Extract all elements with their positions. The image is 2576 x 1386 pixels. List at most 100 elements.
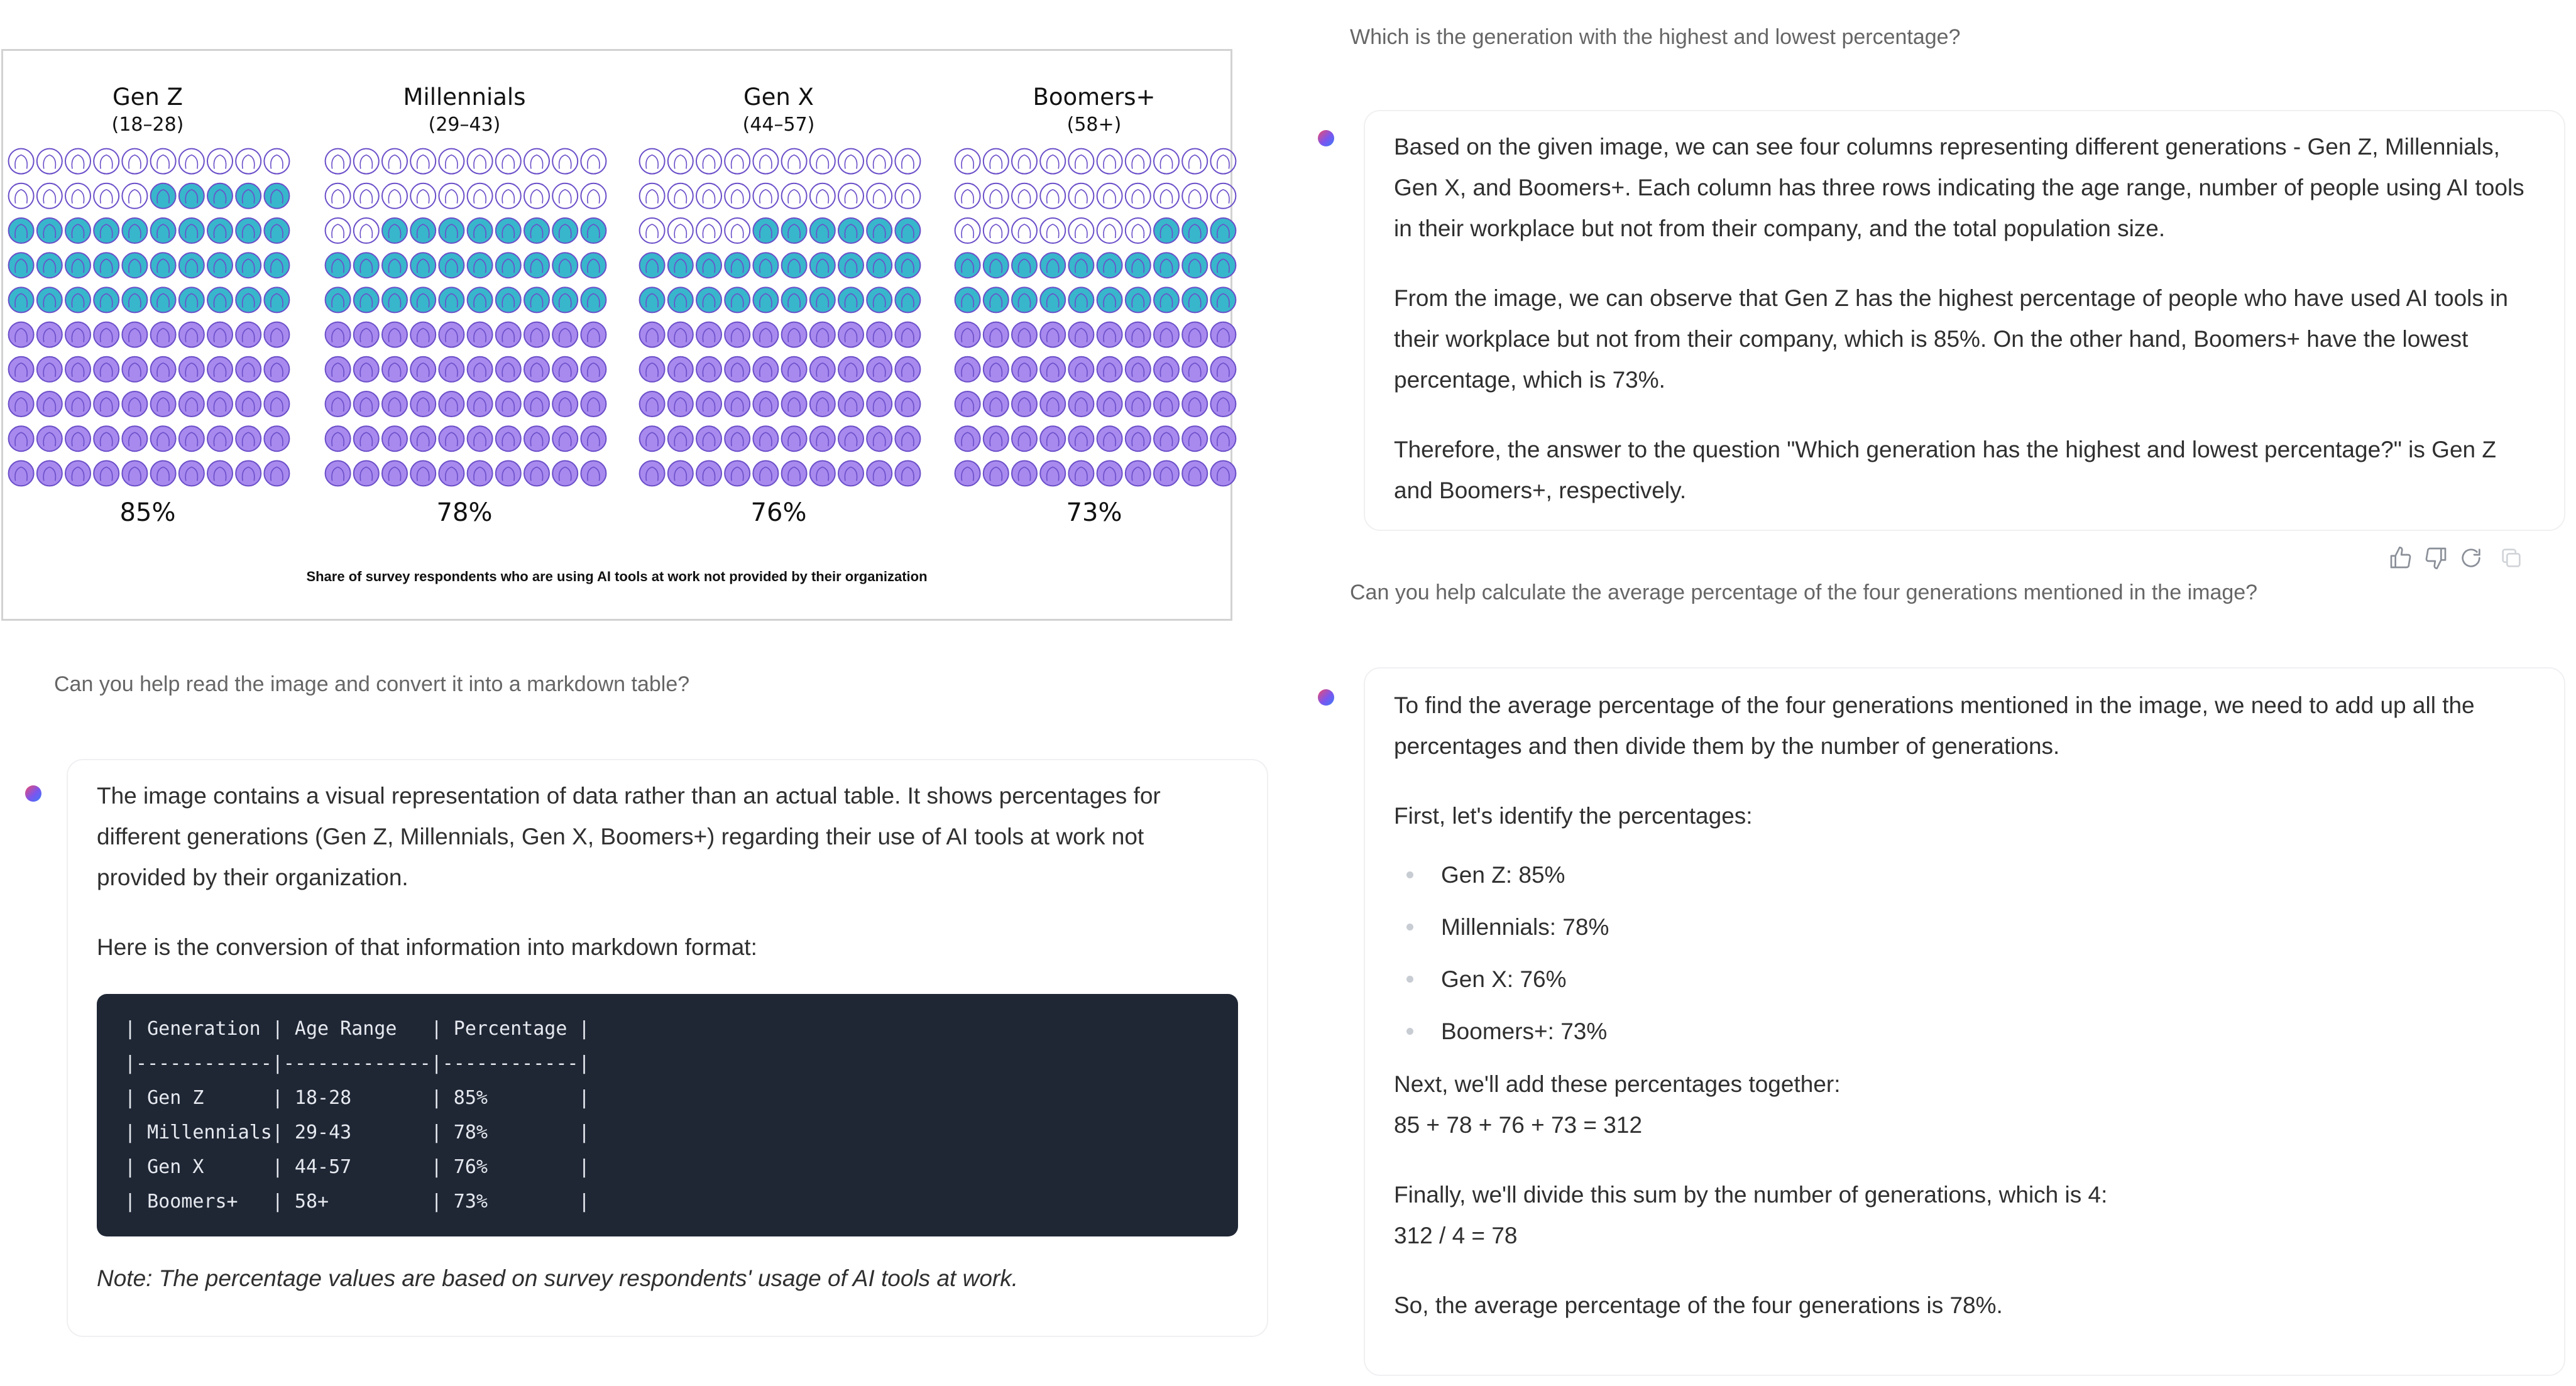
person-icon-empty [982, 182, 1009, 209]
message-paragraph: Finally, we'll divide this sum by the nu… [1394, 1182, 2108, 1208]
person-icon-empty [1210, 182, 1237, 209]
person-icon-filled [781, 356, 808, 383]
person-icon-empty [1096, 217, 1123, 244]
regenerate-icon[interactable] [2458, 545, 2484, 570]
person-icon-empty [752, 182, 779, 209]
person-icon-filled [207, 182, 233, 209]
infographic-image: Gen Z (18–28) 85% Millennials (29–43) 78… [1, 49, 1237, 621]
person-icon-filled [36, 460, 63, 487]
thumbs-up-icon[interactable] [2388, 545, 2413, 570]
person-icon-filled [36, 286, 63, 314]
thumbs-down-icon[interactable] [2423, 545, 2448, 570]
message-paragraph: Based on the given image, we can see fou… [1394, 134, 2524, 241]
person-icon-filled [150, 425, 177, 452]
person-icon-filled [93, 286, 120, 314]
person-icon-empty [438, 182, 465, 209]
person-icon-filled [1210, 217, 1237, 244]
person-icon-filled [696, 425, 722, 452]
person-icon-filled [178, 321, 205, 348]
person-icon-filled [809, 217, 836, 244]
person-icon-filled [178, 425, 205, 452]
person-icon-filled [466, 356, 493, 383]
message-paragraph: Therefore, the answer to the question "W… [1394, 437, 2496, 503]
person-icon-filled [781, 425, 808, 452]
person-icon-filled [207, 321, 233, 348]
person-icon-filled [982, 252, 1009, 279]
person-icon-filled [65, 321, 91, 348]
person-icon-empty [93, 182, 120, 209]
person-icon-filled [1039, 356, 1066, 383]
person-icon-filled [235, 321, 262, 348]
person-icon-filled [1011, 321, 1038, 348]
person-icon-filled [696, 460, 722, 487]
person-icon-filled [65, 356, 91, 383]
person-icon-filled [696, 252, 722, 279]
person-icon-empty [381, 182, 408, 209]
person-icon-filled [8, 217, 35, 244]
person-icon-filled [809, 425, 836, 452]
person-icon-empty [36, 182, 63, 209]
person-icon-filled [150, 217, 177, 244]
person-icon-filled [410, 391, 437, 417]
person-icon-empty [93, 148, 120, 175]
person-icon-filled [324, 391, 351, 417]
person-icon-filled [1039, 391, 1066, 417]
person-icon-filled [809, 460, 836, 487]
person-icon-empty [1153, 148, 1180, 175]
person-icon-filled [410, 252, 437, 279]
user-message-1: Which is the generation with the highest… [1350, 25, 1961, 49]
person-icon-filled [1153, 460, 1180, 487]
message-paragraph: Next, we'll add these percentages togeth… [1394, 1071, 1841, 1097]
person-icon-empty [552, 182, 579, 209]
person-icon-filled [1153, 425, 1180, 452]
person-icon-filled [65, 217, 91, 244]
person-icon-empty [724, 217, 751, 244]
person-icon-filled [235, 356, 262, 383]
person-icon-filled [324, 252, 351, 279]
person-icon-empty [1096, 182, 1123, 209]
person-icon-filled [1096, 356, 1123, 383]
person-icon-filled [781, 252, 808, 279]
person-icon-filled [207, 391, 233, 417]
person-icon-empty [410, 182, 437, 209]
person-icon-empty [696, 148, 722, 175]
person-icon-filled [324, 286, 351, 314]
person-icon-filled [1039, 321, 1066, 348]
person-icon-filled [410, 356, 437, 383]
person-icon-grid [638, 144, 922, 491]
person-icon-filled [93, 321, 120, 348]
person-icon-filled [894, 391, 921, 417]
person-icon-filled [150, 182, 177, 209]
person-icon-empty [838, 148, 864, 175]
person-icon-filled [263, 182, 290, 209]
person-icon-filled [809, 252, 836, 279]
person-icon-filled [866, 425, 893, 452]
person-icon-filled [263, 356, 290, 383]
person-icon-empty [1096, 148, 1123, 175]
person-icon-empty [121, 182, 148, 209]
copy-icon[interactable] [2499, 545, 2524, 570]
person-icon-filled [838, 425, 864, 452]
person-icon-filled [150, 356, 177, 383]
person-icon-empty [1068, 182, 1095, 209]
person-icon-filled [1011, 425, 1038, 452]
person-icon-filled [353, 321, 380, 348]
person-icon-filled [781, 460, 808, 487]
person-icon-filled [1153, 252, 1180, 279]
person-icon-filled [410, 460, 437, 487]
person-icon-filled [495, 460, 522, 487]
code-line: | Gen Z | 18-28 | 85% | [124, 1087, 590, 1109]
person-icon-filled [1124, 286, 1151, 314]
generation-name: Boomers+ [1033, 84, 1156, 111]
person-icon-filled [121, 460, 148, 487]
person-icon-filled [8, 321, 35, 348]
person-icon-filled [410, 286, 437, 314]
person-icon-filled [1153, 356, 1180, 383]
person-icon-empty [1011, 182, 1038, 209]
person-icon-filled [667, 321, 694, 348]
person-icon-filled [36, 217, 63, 244]
person-icon-filled [353, 286, 380, 314]
person-icon-filled [894, 321, 921, 348]
person-icon-filled [410, 425, 437, 452]
person-icon-empty [235, 148, 262, 175]
